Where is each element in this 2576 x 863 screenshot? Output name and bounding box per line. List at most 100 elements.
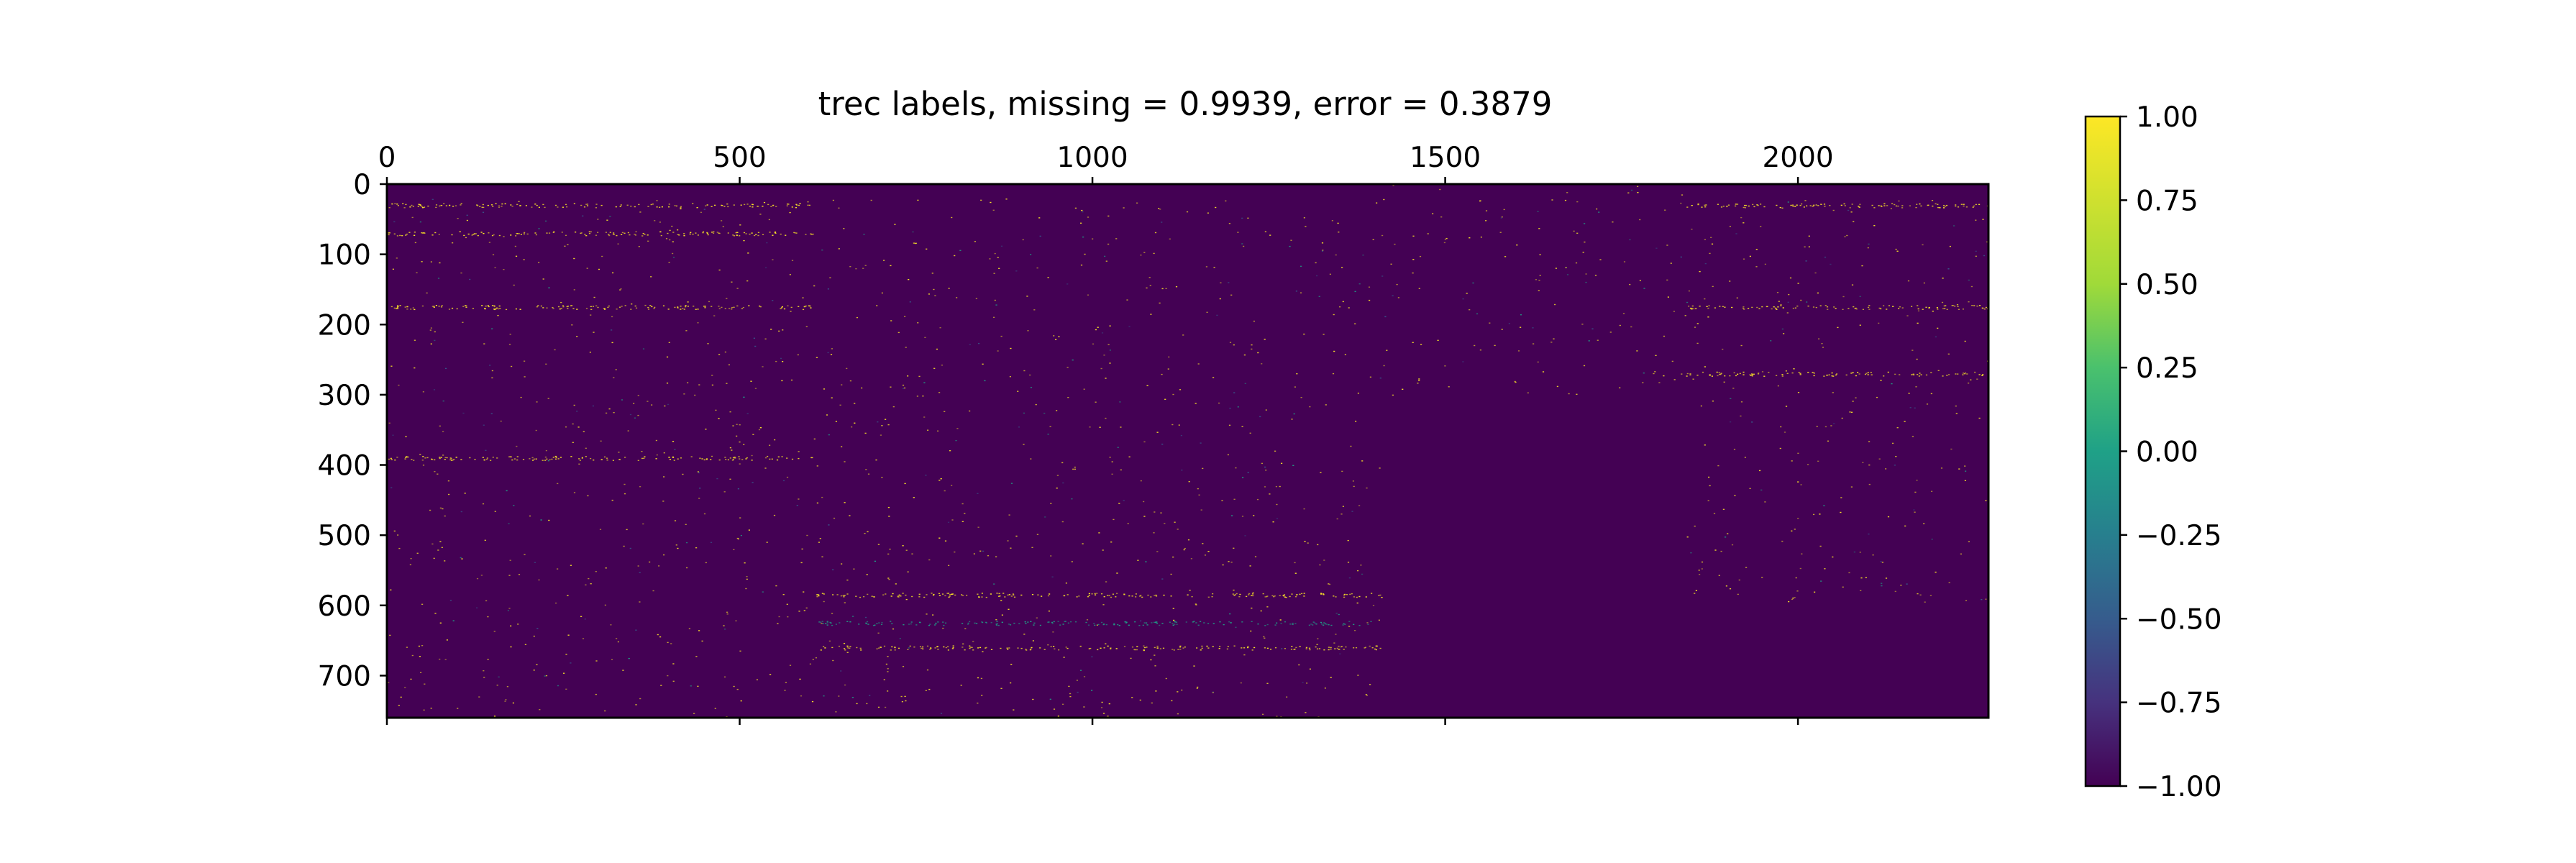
heatmap-cell bbox=[1350, 445, 1352, 447]
heatmap-cell bbox=[399, 305, 401, 306]
heatmap-cell bbox=[949, 594, 951, 595]
heatmap-cell bbox=[716, 478, 718, 480]
heatmap-cell bbox=[943, 624, 945, 626]
heatmap-cell bbox=[1584, 223, 1586, 224]
heatmap-cell bbox=[1392, 185, 1394, 186]
heatmap-cell bbox=[1303, 217, 1305, 219]
heatmap-cell bbox=[1329, 273, 1331, 275]
heatmap-cell bbox=[1867, 374, 1869, 375]
heatmap-cell bbox=[404, 458, 406, 460]
heatmap-cell bbox=[641, 235, 644, 237]
heatmap-cell bbox=[855, 595, 857, 597]
heatmap-cell bbox=[1039, 624, 1041, 626]
heatmap-cell bbox=[1745, 204, 1748, 206]
heatmap-cell bbox=[663, 554, 665, 556]
heatmap-cell bbox=[603, 308, 605, 309]
heatmap-cell bbox=[904, 483, 906, 485]
heatmap-cell bbox=[1931, 200, 1934, 201]
heatmap-cell bbox=[393, 307, 396, 309]
heatmap-cell bbox=[421, 232, 423, 234]
heatmap-cell bbox=[718, 418, 720, 419]
heatmap-cell bbox=[1973, 305, 1976, 306]
heatmap-cell bbox=[707, 234, 709, 236]
heatmap-cell bbox=[634, 417, 636, 419]
heatmap-cell bbox=[1749, 488, 1751, 489]
heatmap-cell bbox=[1971, 305, 1973, 306]
heatmap-cell bbox=[1392, 394, 1394, 396]
heatmap-cell bbox=[411, 216, 414, 219]
heatmap-cell bbox=[583, 206, 586, 208]
heatmap-cell bbox=[1013, 622, 1015, 624]
heatmap-cell bbox=[1049, 426, 1051, 427]
heatmap-cell bbox=[739, 650, 741, 652]
heatmap-cell bbox=[473, 233, 475, 234]
heatmap-cell bbox=[1964, 373, 1966, 375]
heatmap-cell bbox=[1814, 591, 1816, 593]
heatmap-cell bbox=[1848, 572, 1850, 574]
heatmap-cell bbox=[1729, 588, 1732, 590]
heatmap-cell bbox=[465, 305, 467, 306]
heatmap-cell bbox=[846, 652, 849, 653]
heatmap-cell bbox=[1951, 305, 1953, 306]
heatmap-cell bbox=[524, 376, 526, 378]
heatmap-cell bbox=[1819, 513, 1821, 515]
heatmap-cell bbox=[1976, 378, 1978, 380]
heatmap-cell bbox=[509, 456, 511, 457]
heatmap-cell bbox=[499, 308, 501, 309]
heatmap-cell bbox=[1139, 595, 1141, 597]
heatmap-cell bbox=[608, 408, 611, 410]
heatmap-cell bbox=[439, 262, 441, 264]
heatmap-cell bbox=[981, 596, 983, 598]
heatmap-cell bbox=[565, 234, 567, 236]
heatmap-cell bbox=[1069, 693, 1072, 695]
heatmap-cell bbox=[1111, 473, 1113, 475]
heatmap-cell bbox=[1573, 230, 1575, 232]
heatmap-cell bbox=[781, 306, 783, 308]
heatmap-cell bbox=[1916, 204, 1918, 205]
heatmap-cell bbox=[1218, 648, 1220, 649]
heatmap-cell bbox=[1145, 561, 1147, 562]
heatmap-cell bbox=[944, 595, 946, 597]
heatmap-cell bbox=[918, 375, 921, 378]
heatmap-cell bbox=[1474, 344, 1476, 347]
heatmap-cell bbox=[677, 547, 679, 549]
heatmap-cell bbox=[1058, 336, 1060, 337]
heatmap-cell bbox=[606, 219, 608, 221]
heatmap-cell bbox=[827, 288, 829, 290]
heatmap-cell bbox=[1172, 624, 1174, 626]
heatmap-cell bbox=[557, 685, 559, 687]
heatmap-cell bbox=[930, 647, 932, 649]
heatmap-cell bbox=[1108, 703, 1110, 705]
heatmap-cell bbox=[1236, 593, 1238, 595]
heatmap-cell bbox=[769, 458, 771, 460]
heatmap-cell bbox=[727, 206, 729, 208]
heatmap-cell bbox=[1894, 204, 1896, 206]
heatmap-cell bbox=[817, 594, 819, 595]
heatmap-cell bbox=[392, 268, 394, 270]
heatmap-cell bbox=[1909, 407, 1912, 408]
heatmap-cell bbox=[1342, 301, 1344, 303]
heatmap-cell bbox=[1266, 606, 1269, 608]
heatmap-cell bbox=[1773, 306, 1775, 308]
heatmap-cell bbox=[1776, 309, 1778, 310]
heatmap-cell bbox=[652, 590, 654, 592]
heatmap-cell bbox=[1332, 373, 1335, 375]
heatmap-cell bbox=[1195, 604, 1197, 606]
heatmap-cell bbox=[1830, 263, 1832, 265]
heatmap-cell bbox=[701, 458, 703, 460]
heatmap-cell bbox=[1376, 202, 1378, 204]
heatmap-cell bbox=[1885, 468, 1887, 470]
heatmap-cell bbox=[840, 595, 842, 597]
heatmap-cell bbox=[1113, 624, 1115, 626]
heatmap-cell bbox=[1868, 305, 1871, 306]
heatmap-cell bbox=[1937, 206, 1940, 209]
heatmap-cell bbox=[757, 234, 759, 237]
heatmap-cell bbox=[826, 622, 828, 624]
heatmap-cell bbox=[1067, 397, 1069, 398]
heatmap-cell bbox=[1024, 621, 1026, 623]
heatmap-cell bbox=[444, 367, 447, 370]
heatmap-cell bbox=[798, 457, 800, 460]
heatmap-cell bbox=[647, 206, 649, 207]
heatmap-cell bbox=[1305, 226, 1307, 227]
heatmap-cell bbox=[590, 583, 592, 585]
